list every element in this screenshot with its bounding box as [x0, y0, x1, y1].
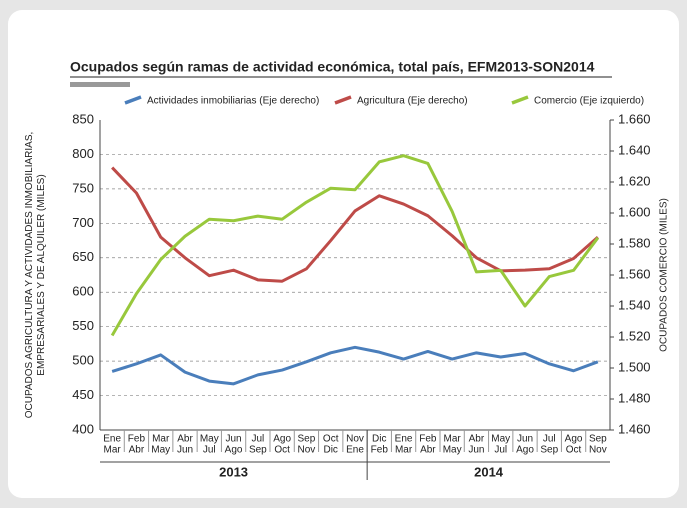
y-tick-label: 550 — [72, 318, 94, 333]
x-tick-label: Mar — [444, 434, 462, 445]
y2-tick-label: 1.660 — [618, 111, 651, 126]
x-tick-label: Ene — [346, 445, 364, 456]
x-tick-label: Jul — [543, 434, 556, 445]
x-tick-label: May — [491, 434, 510, 445]
x-tick-label: Sep — [589, 434, 607, 445]
y-tick-label: 850 — [72, 111, 94, 126]
x-tick-label: Jun — [226, 434, 242, 445]
x-tick-label: Ago — [273, 434, 291, 445]
y-tick-label: 450 — [72, 387, 94, 402]
y-axis-label-line: OCUPADOS AGRICULTURA Y ACTIVIDADES INMOB… — [24, 132, 35, 419]
panel — [8, 10, 679, 498]
title-bar — [70, 82, 130, 87]
y-tick-label: 650 — [72, 249, 94, 264]
x-tick-label: Jul — [203, 445, 216, 456]
x-tick-label: Jun — [468, 445, 484, 456]
y2-tick-label: 1.500 — [618, 359, 651, 374]
x-tick-label: Nov — [589, 445, 607, 456]
y2-tick-label: 1.560 — [618, 266, 651, 281]
x-tick-label: Dic — [323, 445, 337, 456]
y-tick-label: 750 — [72, 180, 94, 195]
legend-swatch — [511, 95, 529, 105]
x-tick-label: Ago — [516, 445, 534, 456]
x-tick-label: Abr — [177, 434, 193, 445]
x-tick-label: Nov — [298, 445, 316, 456]
x-tick-label: Oct — [323, 434, 339, 445]
y-tick-label: 400 — [72, 421, 94, 436]
y2-tick-label: 1.600 — [618, 204, 651, 219]
x-tick-label: May — [151, 445, 170, 456]
x-tick-label: Sep — [540, 445, 558, 456]
x-tick-label: Feb — [128, 434, 146, 445]
y2-tick-label: 1.640 — [618, 142, 651, 157]
year-label: 2014 — [474, 464, 504, 479]
x-tick-label: Jun — [517, 434, 533, 445]
x-tick-label: Abr — [469, 434, 485, 445]
x-tick-label: Feb — [419, 434, 437, 445]
x-tick-label: Feb — [371, 445, 389, 456]
x-tick-label: Ago — [565, 434, 583, 445]
y-tick-label: 700 — [72, 215, 94, 230]
y2-axis-label: OCUPADOS COMERCIO (MILES) — [659, 198, 670, 352]
legend-swatch — [334, 95, 352, 105]
x-tick-label: Abr — [129, 445, 145, 456]
x-tick-label: Mar — [152, 434, 170, 445]
x-tick-label: May — [200, 434, 219, 445]
x-tick-label: Mar — [104, 445, 122, 456]
y-axis-label-line: EMPRESARIALES Y DE ALQUILER (MILES) — [36, 174, 47, 375]
x-tick-label: Dic — [372, 434, 386, 445]
x-tick-label: Oct — [274, 445, 290, 456]
chart-title: Ocupados según ramas de actividad económ… — [70, 59, 595, 75]
series-line — [111, 166, 599, 283]
y2-tick-label: 1.620 — [618, 173, 651, 188]
x-tick-label: Ene — [103, 434, 121, 445]
x-tick-label: Jul — [494, 445, 507, 456]
y2-tick-label: 1.460 — [618, 421, 651, 436]
year-label: 2013 — [219, 464, 248, 479]
legend-swatch — [124, 95, 142, 105]
x-tick-label: Jul — [251, 434, 264, 445]
x-tick-label: Jun — [177, 445, 193, 456]
x-tick-label: Ene — [395, 434, 413, 445]
legend-label: Agricultura (Eje derecho) — [357, 96, 468, 107]
x-tick-label: Oct — [566, 445, 582, 456]
series-line — [111, 345, 599, 386]
y2-tick-label: 1.480 — [618, 390, 651, 405]
y-tick-label: 800 — [72, 146, 94, 161]
x-tick-label: Sep — [249, 445, 267, 456]
legend-label: Actividades inmobiliarias (Eje derecho) — [147, 96, 319, 107]
y-tick-label: 600 — [72, 284, 94, 299]
x-tick-label: Sep — [298, 434, 316, 445]
y2-tick-label: 1.540 — [618, 297, 651, 312]
x-tick-label: Ago — [225, 445, 243, 456]
x-tick-label: May — [443, 445, 462, 456]
y2-tick-label: 1.520 — [618, 328, 651, 343]
series-line — [110, 154, 600, 337]
x-tick-label: Mar — [395, 445, 413, 456]
x-tick-label: Nov — [346, 434, 364, 445]
y-tick-label: 500 — [72, 353, 94, 368]
y-axis-label: OCUPADOS AGRICULTURA Y ACTIVIDADES INMOB… — [24, 132, 47, 419]
legend-label: Comercio (Eje izquierdo) — [534, 96, 644, 107]
x-tick-label: Abr — [420, 445, 436, 456]
y2-tick-label: 1.580 — [618, 235, 651, 250]
